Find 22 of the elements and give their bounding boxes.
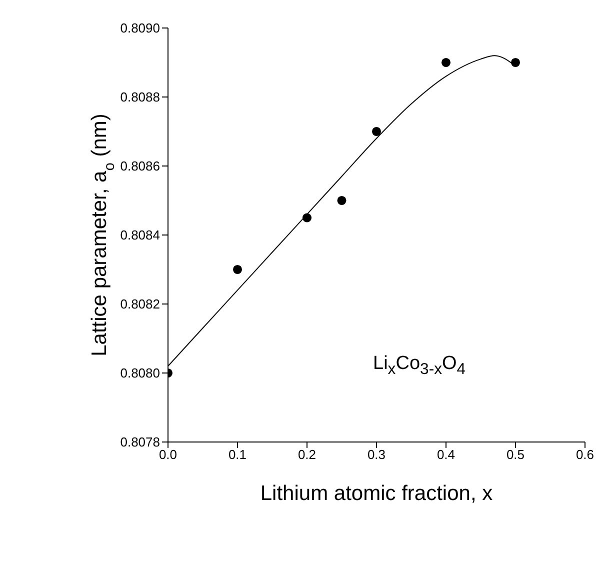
y-tick-label: 0.8086 bbox=[120, 158, 160, 174]
y-tick-label: 0.8082 bbox=[120, 296, 160, 312]
x-tick-label: 0.3 bbox=[367, 447, 386, 462]
point bbox=[510, 58, 520, 68]
x-tick-label: 0.5 bbox=[506, 447, 525, 462]
x-tick-label: 0.0 bbox=[158, 447, 178, 462]
x-tick-label: 0.4 bbox=[436, 447, 456, 462]
point bbox=[302, 213, 312, 222]
y-tick-label: 0.8084 bbox=[120, 228, 160, 243]
x-tick-label: 0.2 bbox=[298, 447, 316, 462]
point bbox=[372, 126, 382, 136]
y-tick-label: 0.8088 bbox=[120, 90, 160, 105]
point bbox=[441, 58, 451, 68]
y-tick-label: 0.8080 bbox=[120, 366, 160, 381]
x-axis-title: Lithium atomic fraction, x bbox=[260, 482, 494, 505]
point bbox=[337, 196, 346, 206]
point bbox=[232, 264, 242, 274]
y-tick-label: 0.8090 bbox=[120, 20, 160, 36]
annotation: Li$_{x}$Co$_{3-x}$O$_{4}$ bbox=[373, 353, 466, 379]
x-tick-label: 0.1 bbox=[228, 447, 247, 462]
x-tick-label: 0.6 bbox=[576, 447, 594, 462]
y-tick-label: 0.8078 bbox=[120, 434, 160, 450]
